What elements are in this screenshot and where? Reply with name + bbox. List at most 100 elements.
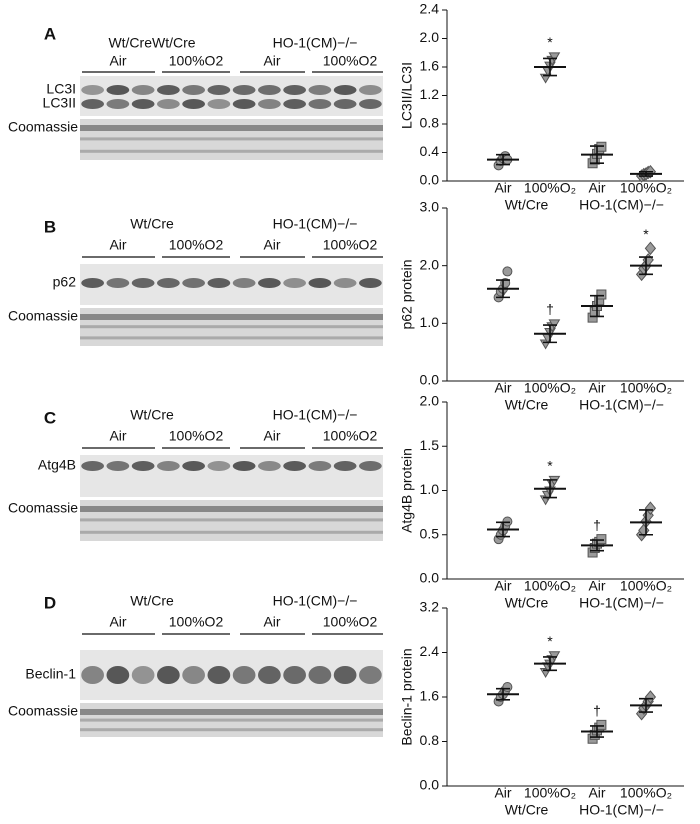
significance-mark: † xyxy=(546,301,554,317)
x-tick-label: Air xyxy=(494,578,511,594)
blot-band xyxy=(131,278,155,288)
panel-letter: A xyxy=(44,24,56,43)
data-point xyxy=(502,516,513,527)
loading-band xyxy=(80,718,383,722)
band-label: LC3I xyxy=(46,81,76,97)
condition-label: 100%O2 xyxy=(323,237,378,253)
condition-label: Air xyxy=(263,428,280,444)
y-tick-label: 1.0 xyxy=(420,314,440,330)
x-tick-label: 100%O₂ xyxy=(524,180,576,196)
y-tick-label: 0.8 xyxy=(420,115,440,131)
x-tick-label: 100%O₂ xyxy=(620,380,672,396)
condition-label: 100%O2 xyxy=(323,428,378,444)
condition-label: Air xyxy=(263,237,280,253)
blot-band xyxy=(207,85,231,95)
blot-band xyxy=(182,85,205,95)
blot-band xyxy=(81,278,104,288)
condition-label: Air xyxy=(109,53,126,69)
y-tick-label: 2.0 xyxy=(420,256,440,272)
y-tick-label: 2.4 xyxy=(420,1,440,17)
group-label: Wt/Cre xyxy=(130,216,174,232)
group-label: HO-1(CM)−/− xyxy=(579,397,664,413)
blot-band xyxy=(131,461,155,471)
blot-band xyxy=(308,85,332,95)
blot-band xyxy=(333,461,357,471)
blot-band xyxy=(106,278,130,288)
y-axis-label: Atg4B protein xyxy=(399,448,415,533)
group-label: HO-1(CM)−/− xyxy=(579,802,664,818)
band-label: p62 xyxy=(53,274,77,290)
x-tick-label: Air xyxy=(494,785,511,801)
blot-band xyxy=(258,666,281,684)
condition-label: 100%O2 xyxy=(169,53,224,69)
loading-label: Coomassie xyxy=(8,500,78,516)
x-tick-label: Air xyxy=(494,380,511,396)
data-point xyxy=(548,319,561,330)
panel-letter: C xyxy=(44,408,56,427)
data-point xyxy=(596,534,607,545)
condition-label: Air xyxy=(263,53,280,69)
loading-band xyxy=(80,137,383,141)
y-axis-label: p62 protein xyxy=(399,259,415,329)
y-tick-label: 3.2 xyxy=(420,599,440,615)
data-point xyxy=(644,690,657,704)
x-tick-label: 100%O₂ xyxy=(524,785,576,801)
y-tick-label: 1.0 xyxy=(420,481,440,497)
blot-band xyxy=(81,99,104,109)
blot-band xyxy=(258,461,281,471)
blot-band xyxy=(283,666,306,684)
significance-mark: * xyxy=(547,34,553,50)
y-tick-label: 0.8 xyxy=(420,732,440,748)
loading-band xyxy=(80,125,383,131)
significance-mark: † xyxy=(593,517,601,533)
blot-band xyxy=(258,85,281,95)
y-tick-label: 1.2 xyxy=(420,86,440,102)
x-tick-label: 100%O₂ xyxy=(524,380,576,396)
x-tick-label: 100%O₂ xyxy=(620,578,672,594)
blot-band xyxy=(207,278,231,288)
data-point xyxy=(596,719,607,730)
y-tick-label: 0.5 xyxy=(420,525,440,541)
blot-band xyxy=(81,85,104,95)
blot-band xyxy=(308,99,332,109)
group-label: Wt/Cre xyxy=(130,407,174,423)
loading-label: Coomassie xyxy=(8,119,78,135)
y-tick-label: 2.0 xyxy=(420,393,440,409)
blot-strip xyxy=(80,455,383,497)
blot-band xyxy=(283,85,306,95)
blot-band xyxy=(232,666,256,684)
condition-label: 100%O2 xyxy=(169,428,224,444)
blot-band xyxy=(333,278,357,288)
loading-band xyxy=(80,709,383,715)
loading-label: Coomassie xyxy=(8,308,78,324)
blot-band xyxy=(106,85,130,95)
blot-band xyxy=(359,461,382,471)
data-point xyxy=(644,241,657,256)
panel-letter: B xyxy=(44,217,56,236)
group-label: HO-1(CM)−/− xyxy=(579,197,664,213)
significance-mark: * xyxy=(643,226,649,242)
x-tick-label: 100%O₂ xyxy=(524,578,576,594)
blot-band xyxy=(207,666,231,684)
loading-band xyxy=(80,518,383,522)
blot-band xyxy=(182,666,205,684)
x-tick-label: Air xyxy=(494,180,511,196)
condition-label: Air xyxy=(263,614,280,630)
blot-band xyxy=(131,666,155,684)
y-tick-label: 0.4 xyxy=(420,143,440,159)
significance-mark: * xyxy=(547,458,553,474)
blot-band xyxy=(258,278,281,288)
y-tick-label: 1.6 xyxy=(420,688,440,704)
blot-band xyxy=(157,85,180,95)
loading-band xyxy=(80,728,383,732)
significance-mark: † xyxy=(593,703,601,719)
x-tick-label: 100%O₂ xyxy=(620,785,672,801)
blot-band xyxy=(131,85,155,95)
condition-label: Air xyxy=(109,428,126,444)
loading-band xyxy=(80,325,383,329)
blot-band xyxy=(157,99,180,109)
data-point xyxy=(596,289,607,300)
group-label: Wt/Cre xyxy=(505,197,549,213)
y-tick-label: 0.0 xyxy=(420,372,440,388)
